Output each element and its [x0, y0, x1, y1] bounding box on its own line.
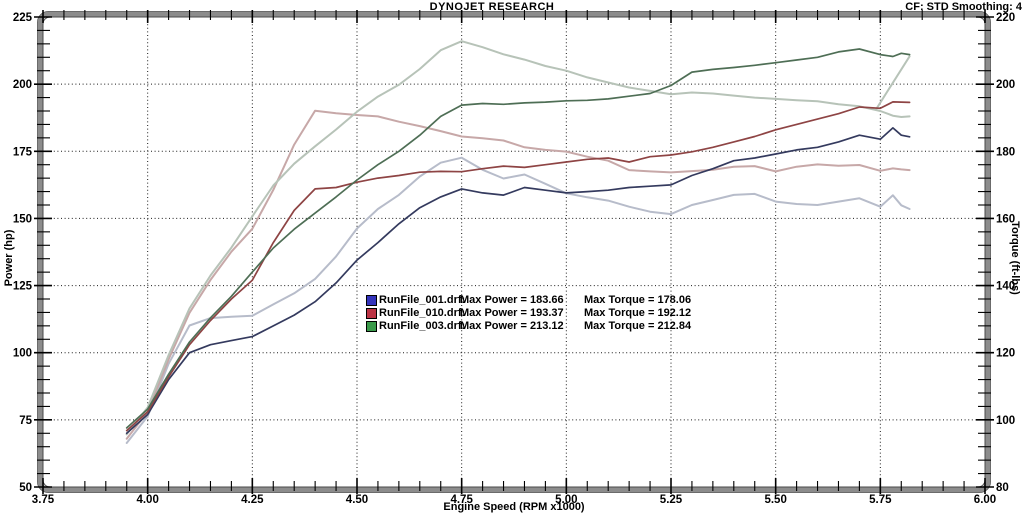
- run2-file-label: RunFile_010.drf:: [379, 307, 466, 319]
- rpm-tick-label: 4.00: [136, 494, 158, 506]
- rpm-tick-label: 4.25: [241, 494, 264, 506]
- plot-frame-inner-edge: [42, 16, 986, 488]
- power-tick-label: 200: [13, 79, 32, 91]
- power-tick-label: 150: [13, 213, 32, 225]
- rpm-tick-label: 5.00: [555, 494, 577, 506]
- power-tick-label: 125: [13, 281, 33, 293]
- torque-curve-end-artifact-run3: [875, 55, 911, 111]
- run1-max-torque-label: Max Torque = 178.06: [584, 294, 692, 306]
- power-curve-run3: [125, 48, 911, 429]
- torque-tick-label: 80: [996, 482, 1009, 494]
- torque-curve-run3: [125, 40, 911, 436]
- torque-tick-label: 120: [996, 348, 1015, 360]
- rpm-tick-label: 5.25: [660, 494, 683, 506]
- power-curve-run2: [125, 101, 911, 432]
- correction-smoothing-label: CF: STD Smoothing: 4: [905, 1, 1022, 13]
- run2-max-torque-label: Max Torque = 192.12: [584, 307, 692, 319]
- run3-max-torque-label: Max Torque = 212.84: [584, 320, 692, 332]
- rpm-tick-label: 5.50: [764, 494, 786, 506]
- torque-tick-label: 160: [996, 213, 1015, 225]
- rpm-tick-label: 3.75: [32, 494, 55, 506]
- power-tick-label: 50: [19, 482, 32, 494]
- torque-curve-run2: [125, 109, 911, 440]
- rpm-tick-label: 4.50: [346, 494, 368, 506]
- power-tick-label: 100: [13, 348, 32, 360]
- torque-tick-label: 140: [996, 281, 1015, 293]
- plot-frame: [37, 11, 991, 493]
- chart-title: DYNOJET RESEARCH: [429, 1, 555, 13]
- power-tick-label: 225: [13, 12, 33, 24]
- rpm-tick-label: 5.75: [869, 494, 892, 506]
- torque-tick-label: 220: [996, 12, 1015, 24]
- power-tick-label: 75: [19, 415, 32, 427]
- rpm-tick-label: 6.00: [974, 494, 996, 506]
- torque-tick-label: 100: [996, 415, 1015, 427]
- run3-max-power-label: Max Power = 213.12: [460, 320, 564, 332]
- power-axis-title: Power (hp): [3, 229, 15, 287]
- power-tick-label: 175: [13, 146, 33, 158]
- run3-color-swatch: [366, 321, 377, 332]
- run1-max-power-label: Max Power = 183.66: [460, 294, 564, 306]
- torque-curve-run1: [125, 156, 911, 444]
- torque-axis-title: Torque (ft-lbs): [1009, 221, 1021, 295]
- power-curve-run1: [125, 127, 911, 435]
- run2-color-swatch: [366, 308, 377, 319]
- run1-color-swatch: [366, 295, 377, 306]
- run2-max-power-label: Max Power = 193.37: [460, 307, 564, 319]
- torque-tick-label: 180: [996, 146, 1015, 158]
- run3-file-label: RunFile_003.drf:: [379, 320, 466, 332]
- run1-file-label: RunFile_001.drf:: [379, 294, 466, 306]
- rpm-tick-label: 4.75: [450, 494, 473, 506]
- rpm-axis-title: Engine Speed (RPM x1000): [443, 501, 585, 513]
- torque-tick-label: 200: [996, 79, 1015, 91]
